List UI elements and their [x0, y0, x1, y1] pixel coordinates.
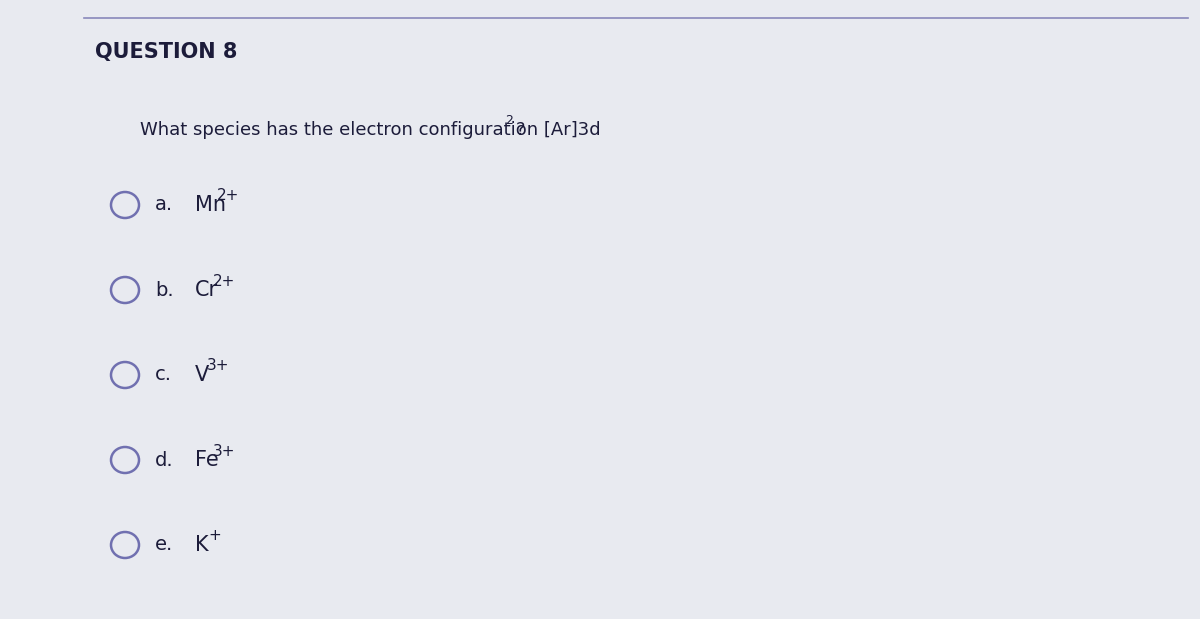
Text: Cr: Cr — [194, 280, 218, 300]
Text: 3+: 3+ — [208, 358, 229, 373]
Text: +: + — [208, 529, 221, 543]
Text: 3+: 3+ — [214, 443, 235, 459]
Text: Fe: Fe — [194, 450, 218, 470]
Text: QUESTION 8: QUESTION 8 — [95, 42, 238, 62]
Text: ?: ? — [516, 121, 526, 139]
Text: V: V — [194, 365, 209, 385]
Text: c.: c. — [155, 365, 172, 384]
Text: 2+: 2+ — [214, 274, 235, 288]
Text: What species has the electron configuration [Ar]3d: What species has the electron configurat… — [140, 121, 601, 139]
Text: K: K — [194, 535, 209, 555]
Text: 2+: 2+ — [217, 189, 239, 204]
Text: Mn: Mn — [194, 195, 226, 215]
Text: b.: b. — [155, 280, 174, 300]
Text: 2: 2 — [505, 115, 512, 128]
Text: e.: e. — [155, 535, 173, 555]
Text: a.: a. — [155, 196, 173, 215]
Text: d.: d. — [155, 451, 174, 469]
